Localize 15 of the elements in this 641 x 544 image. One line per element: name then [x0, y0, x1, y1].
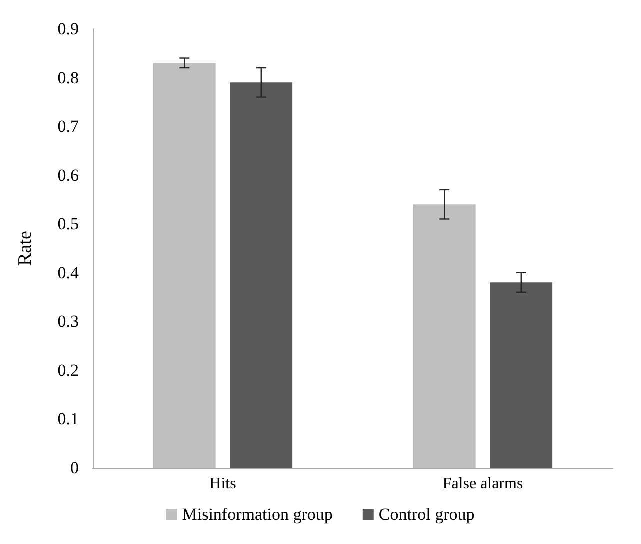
y-tick-label: 0.1: [58, 410, 79, 429]
x-tick-label: Hits: [210, 476, 236, 492]
legend-label: Control group: [378, 505, 475, 524]
y-tick-label: 0.5: [58, 214, 79, 234]
y-tick-label: 0.8: [58, 68, 79, 88]
y-tick-label: 0: [70, 458, 79, 478]
legend-label: Misinformation group: [182, 505, 333, 524]
y-tick-label: 0.7: [58, 117, 80, 136]
y-tick-label: 0.6: [58, 166, 79, 185]
y-tick-label: 0.9: [58, 20, 79, 38]
y-tick-label: 0.3: [58, 312, 79, 332]
y-tick-label: 0.4: [58, 263, 80, 282]
x-tick-label: False alarms: [442, 476, 524, 492]
y-tick-label: 0.2: [58, 360, 79, 380]
y-axis-title: Rate: [15, 231, 36, 266]
